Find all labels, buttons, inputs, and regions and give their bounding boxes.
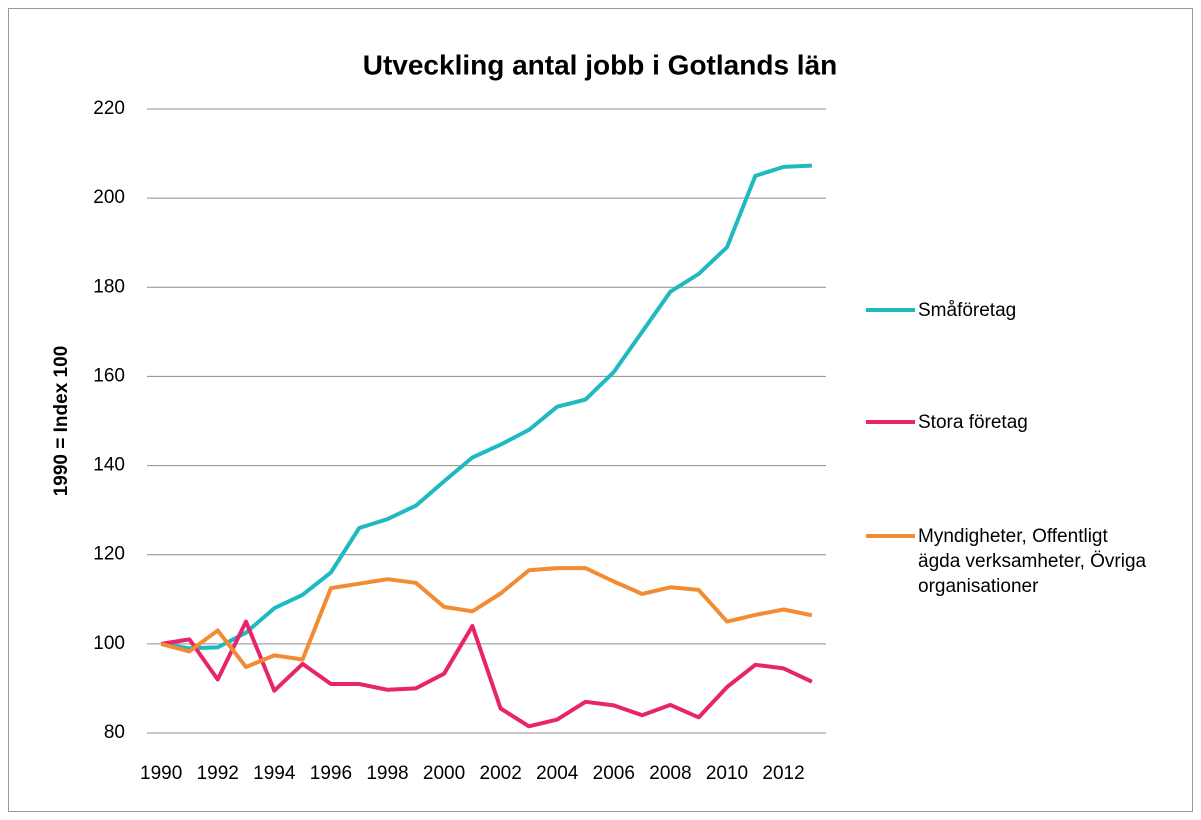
- x-tick-label: 1996: [310, 763, 352, 784]
- x-tick-label: 2004: [536, 763, 579, 784]
- x-tick-label: 2010: [706, 763, 748, 784]
- legend-label: Myndigheter, Offentligt ägda verksamhete…: [918, 525, 1147, 597]
- y-tick-label: 140: [93, 455, 125, 476]
- y-tick-label: 100: [93, 633, 125, 654]
- x-tick-label: 1990: [140, 763, 182, 784]
- x-tick-label: 1998: [366, 763, 408, 784]
- series-line: [160, 566, 813, 669]
- y-tick-label: 180: [93, 276, 125, 297]
- y-tick-label: 80: [104, 722, 125, 743]
- x-tick-label: 1994: [253, 763, 296, 784]
- y-tick-label: 200: [93, 187, 125, 208]
- legend-label: Småföretag: [918, 299, 1017, 321]
- y-tick-label: 120: [93, 544, 125, 565]
- y-axis-label: 1990 = Index 100: [51, 346, 72, 497]
- chart-title: Utveckling antal jobb i Gotlands län: [363, 49, 838, 80]
- x-tick-label: 2008: [649, 763, 691, 784]
- series-line: [160, 619, 813, 729]
- series-line: [160, 163, 812, 651]
- legend-label: Stora företag: [918, 411, 1028, 433]
- x-tick-label: 1992: [197, 763, 239, 784]
- x-tick-label: 2000: [423, 763, 465, 784]
- y-tick-label: 160: [93, 365, 125, 386]
- x-tick-label: 2006: [593, 763, 635, 784]
- x-tick-label: 2002: [480, 763, 522, 784]
- x-tick-label: 2012: [762, 763, 804, 784]
- y-tick-label: 220: [93, 98, 125, 119]
- chart-border: [8, 8, 1193, 812]
